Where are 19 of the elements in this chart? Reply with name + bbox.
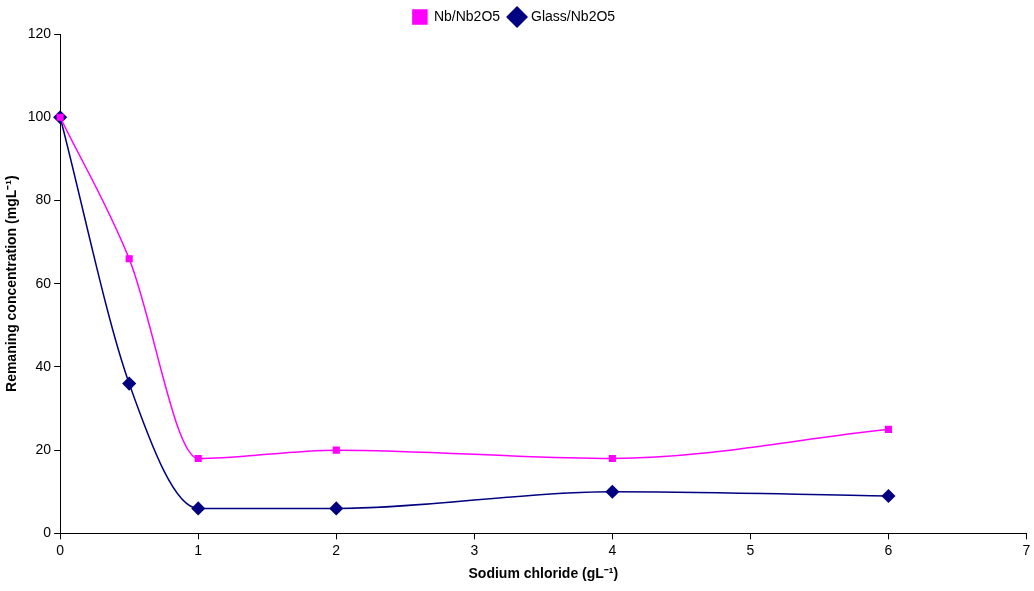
y-tick-label: 80 (35, 191, 52, 208)
y-tick-label: 0 (43, 524, 52, 541)
x-tick-label: 1 (194, 541, 203, 558)
y-tick-label: 40 (35, 357, 52, 374)
x-tick-label: 5 (746, 541, 755, 558)
x-tick-label: 3 (470, 541, 479, 558)
x-tick-label: 7 (1022, 541, 1031, 558)
legend-label: Nb/Nb2O5 (433, 7, 501, 24)
y-tick-label: 100 (27, 108, 52, 125)
x-tick-label: 6 (884, 541, 893, 558)
y-tick-label: 60 (35, 274, 52, 291)
legend-label: Glass/Nb2O5 (531, 7, 616, 24)
x-tick-label: 4 (608, 541, 617, 558)
y-axis-title: Remaning concentration (mgL⁻¹) (3, 175, 20, 392)
x-tick-label: 0 (56, 541, 65, 558)
y-tick-label: 120 (27, 24, 52, 41)
x-tick-label: 2 (332, 541, 341, 558)
y-tick-label: 20 (35, 441, 52, 458)
x-axis-title: Sodium chloride (gL⁻¹) (468, 565, 619, 582)
